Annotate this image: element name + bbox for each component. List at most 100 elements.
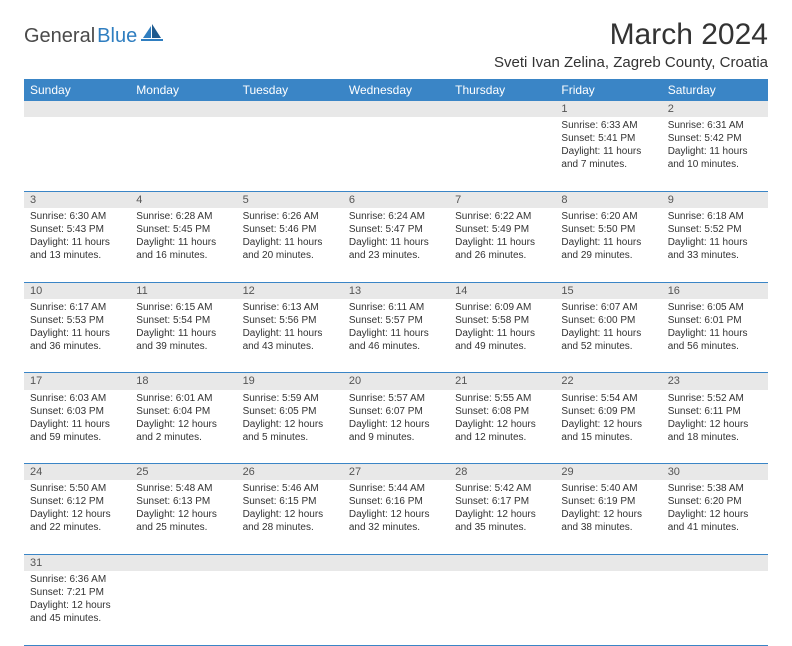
day-number-row: 17181920212223 xyxy=(24,373,768,390)
sunset-line: Sunset: 5:58 PM xyxy=(455,314,549,327)
daylight-line: Daylight: 11 hours and 13 minutes. xyxy=(30,236,124,262)
daylight-line: Daylight: 12 hours and 18 minutes. xyxy=(668,418,762,444)
sunset-line: Sunset: 6:03 PM xyxy=(30,405,124,418)
calendar-table: Sunday Monday Tuesday Wednesday Thursday… xyxy=(24,79,768,646)
sunset-line: Sunset: 6:12 PM xyxy=(30,495,124,508)
sunset-line: Sunset: 5:52 PM xyxy=(668,223,762,236)
daylight-line: Daylight: 12 hours and 12 minutes. xyxy=(455,418,549,444)
sunrise-line: Sunrise: 6:18 AM xyxy=(668,210,762,223)
day-number-cell: 10 xyxy=(24,282,130,299)
day-content-cell: Sunrise: 5:55 AMSunset: 6:08 PMDaylight:… xyxy=(449,390,555,464)
day-number-cell: 29 xyxy=(555,464,661,481)
daylight-line: Daylight: 11 hours and 52 minutes. xyxy=(561,327,655,353)
day-number-cell: 4 xyxy=(130,191,236,208)
day-number-row: 3456789 xyxy=(24,191,768,208)
sunset-line: Sunset: 6:00 PM xyxy=(561,314,655,327)
daylight-line: Daylight: 12 hours and 41 minutes. xyxy=(668,508,762,534)
calendar-body: 12 Sunrise: 6:33 AMSunset: 5:41 PMDayligh… xyxy=(24,101,768,645)
day-content-cell: Sunrise: 5:54 AMSunset: 6:09 PMDaylight:… xyxy=(555,390,661,464)
weekday-header: Wednesday xyxy=(343,79,449,101)
day-content-cell: Sunrise: 6:18 AMSunset: 5:52 PMDaylight:… xyxy=(662,208,768,282)
day-content-cell: Sunrise: 5:50 AMSunset: 6:12 PMDaylight:… xyxy=(24,480,130,554)
daylight-line: Daylight: 12 hours and 15 minutes. xyxy=(561,418,655,444)
day-number-cell xyxy=(24,101,130,117)
sunrise-line: Sunrise: 6:11 AM xyxy=(349,301,443,314)
weekday-header: Monday xyxy=(130,79,236,101)
daylight-line: Daylight: 12 hours and 25 minutes. xyxy=(136,508,230,534)
sunrise-line: Sunrise: 6:07 AM xyxy=(561,301,655,314)
day-number-cell: 25 xyxy=(130,464,236,481)
sunset-line: Sunset: 6:20 PM xyxy=(668,495,762,508)
day-content-cell: Sunrise: 6:01 AMSunset: 6:04 PMDaylight:… xyxy=(130,390,236,464)
sunrise-line: Sunrise: 6:20 AM xyxy=(561,210,655,223)
day-content-cell: Sunrise: 6:36 AMSunset: 7:21 PMDaylight:… xyxy=(24,571,130,645)
day-number-cell: 16 xyxy=(662,282,768,299)
daylight-line: Daylight: 12 hours and 45 minutes. xyxy=(30,599,124,625)
day-number-cell: 7 xyxy=(449,191,555,208)
daylight-line: Daylight: 11 hours and 46 minutes. xyxy=(349,327,443,353)
sunset-line: Sunset: 6:13 PM xyxy=(136,495,230,508)
sunrise-line: Sunrise: 6:28 AM xyxy=(136,210,230,223)
day-content-cell xyxy=(130,117,236,191)
day-number-cell: 17 xyxy=(24,373,130,390)
daylight-line: Daylight: 12 hours and 28 minutes. xyxy=(243,508,337,534)
sunrise-line: Sunrise: 5:42 AM xyxy=(455,482,549,495)
daylight-line: Daylight: 11 hours and 10 minutes. xyxy=(668,145,762,171)
day-number-cell: 23 xyxy=(662,373,768,390)
sunset-line: Sunset: 6:08 PM xyxy=(455,405,549,418)
sunset-line: Sunset: 5:42 PM xyxy=(668,132,762,145)
sunrise-line: Sunrise: 6:30 AM xyxy=(30,210,124,223)
daylight-line: Daylight: 12 hours and 35 minutes. xyxy=(455,508,549,534)
sunrise-line: Sunrise: 6:05 AM xyxy=(668,301,762,314)
day-content-cell: Sunrise: 6:05 AMSunset: 6:01 PMDaylight:… xyxy=(662,299,768,373)
day-content-cell: Sunrise: 6:33 AMSunset: 5:41 PMDaylight:… xyxy=(555,117,661,191)
day-content-cell: Sunrise: 5:57 AMSunset: 6:07 PMDaylight:… xyxy=(343,390,449,464)
sunrise-line: Sunrise: 6:13 AM xyxy=(243,301,337,314)
daylight-line: Daylight: 11 hours and 43 minutes. xyxy=(243,327,337,353)
sunrise-line: Sunrise: 5:40 AM xyxy=(561,482,655,495)
day-number-cell xyxy=(555,554,661,571)
day-content-cell xyxy=(343,571,449,645)
day-content-cell: Sunrise: 6:09 AMSunset: 5:58 PMDaylight:… xyxy=(449,299,555,373)
day-content-cell: Sunrise: 6:20 AMSunset: 5:50 PMDaylight:… xyxy=(555,208,661,282)
day-content-cell: Sunrise: 6:07 AMSunset: 6:00 PMDaylight:… xyxy=(555,299,661,373)
day-content-cell xyxy=(449,571,555,645)
daylight-line: Daylight: 11 hours and 33 minutes. xyxy=(668,236,762,262)
title-block: March 2024 Sveti Ivan Zelina, Zagreb Cou… xyxy=(494,18,768,71)
day-number-cell: 3 xyxy=(24,191,130,208)
day-content-cell: Sunrise: 6:03 AMSunset: 6:03 PMDaylight:… xyxy=(24,390,130,464)
day-number-cell: 11 xyxy=(130,282,236,299)
daylight-line: Daylight: 11 hours and 16 minutes. xyxy=(136,236,230,262)
sunrise-line: Sunrise: 6:22 AM xyxy=(455,210,549,223)
day-content-row: Sunrise: 6:36 AMSunset: 7:21 PMDaylight:… xyxy=(24,571,768,645)
sunrise-line: Sunrise: 5:50 AM xyxy=(30,482,124,495)
day-content-cell: Sunrise: 6:28 AMSunset: 5:45 PMDaylight:… xyxy=(130,208,236,282)
sunset-line: Sunset: 6:07 PM xyxy=(349,405,443,418)
day-number-cell: 12 xyxy=(237,282,343,299)
weekday-header: Friday xyxy=(555,79,661,101)
sunset-line: Sunset: 6:09 PM xyxy=(561,405,655,418)
sunrise-line: Sunrise: 6:31 AM xyxy=(668,119,762,132)
daylight-line: Daylight: 11 hours and 7 minutes. xyxy=(561,145,655,171)
sunset-line: Sunset: 6:04 PM xyxy=(136,405,230,418)
sunrise-line: Sunrise: 6:24 AM xyxy=(349,210,443,223)
day-number-cell: 5 xyxy=(237,191,343,208)
day-number-cell xyxy=(130,101,236,117)
sunset-line: Sunset: 5:41 PM xyxy=(561,132,655,145)
day-number-cell xyxy=(130,554,236,571)
daylight-line: Daylight: 12 hours and 9 minutes. xyxy=(349,418,443,444)
day-number-row: 24252627282930 xyxy=(24,464,768,481)
sunset-line: Sunset: 5:56 PM xyxy=(243,314,337,327)
sunset-line: Sunset: 5:54 PM xyxy=(136,314,230,327)
day-content-cell: Sunrise: 6:24 AMSunset: 5:47 PMDaylight:… xyxy=(343,208,449,282)
sunrise-line: Sunrise: 5:44 AM xyxy=(349,482,443,495)
day-number-row: 10111213141516 xyxy=(24,282,768,299)
day-content-row: Sunrise: 6:30 AMSunset: 5:43 PMDaylight:… xyxy=(24,208,768,282)
day-content-cell: Sunrise: 6:26 AMSunset: 5:46 PMDaylight:… xyxy=(237,208,343,282)
day-content-cell xyxy=(662,571,768,645)
day-number-cell xyxy=(237,101,343,117)
day-content-row: Sunrise: 6:03 AMSunset: 6:03 PMDaylight:… xyxy=(24,390,768,464)
daylight-line: Daylight: 12 hours and 32 minutes. xyxy=(349,508,443,534)
day-number-cell: 2 xyxy=(662,101,768,117)
sunset-line: Sunset: 6:17 PM xyxy=(455,495,549,508)
